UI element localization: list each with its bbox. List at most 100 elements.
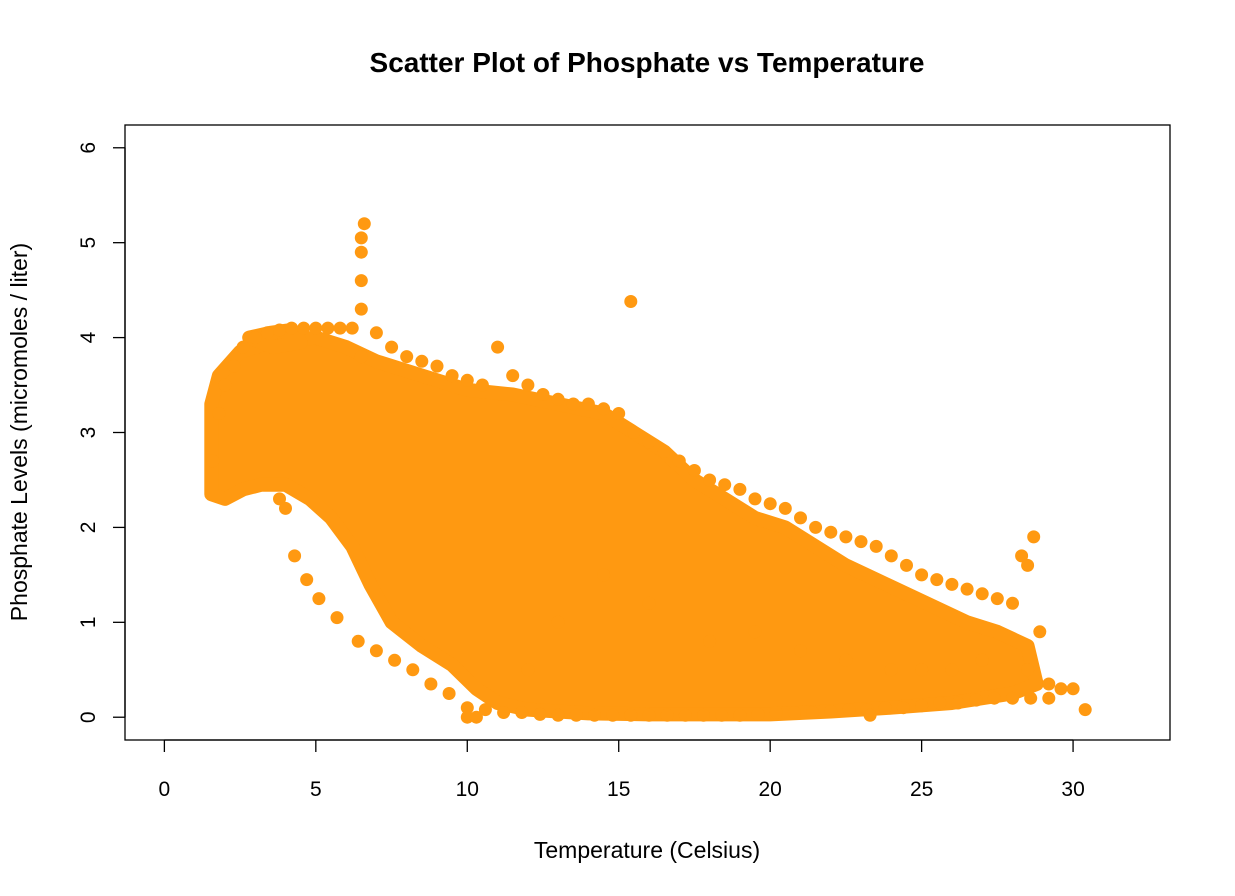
data-point — [478, 703, 492, 717]
y-axis: 0 1 2 3 4 5 6 — [77, 142, 126, 723]
data-point — [300, 573, 314, 587]
data-point — [687, 464, 701, 477]
data-point — [839, 653, 853, 667]
data-point — [718, 478, 732, 492]
data-point — [1024, 691, 1038, 705]
data-point — [1021, 558, 1035, 572]
data-point — [475, 378, 489, 392]
y-tick-label: 3 — [77, 427, 100, 439]
data-point — [330, 611, 344, 625]
data-point — [806, 706, 820, 719]
data-point — [248, 331, 262, 345]
x-tick-label: 10 — [456, 778, 479, 801]
y-tick-label: 2 — [77, 522, 100, 534]
data-point — [778, 501, 792, 515]
data-point — [697, 708, 710, 722]
data-point — [975, 587, 989, 601]
data-point — [1042, 677, 1056, 691]
data-point — [809, 520, 823, 534]
data-point — [787, 706, 801, 719]
data-point — [969, 693, 983, 707]
data-point — [624, 708, 638, 722]
data-point — [354, 302, 368, 316]
data-point — [357, 217, 371, 231]
data-point — [551, 615, 565, 629]
data-point — [1015, 549, 1029, 563]
data-point — [824, 705, 838, 718]
data-point — [388, 653, 402, 667]
data-point — [321, 321, 335, 335]
data-point — [763, 497, 777, 511]
x-axis: 0 5 10 15 20 25 30 — [159, 739, 1085, 801]
data-point — [751, 707, 765, 721]
main-point-cloud — [204, 330, 1044, 722]
data-point — [297, 321, 311, 335]
data-point — [288, 549, 302, 563]
data-point — [945, 663, 959, 677]
data-point — [987, 691, 1001, 705]
data-point — [588, 708, 601, 722]
data-point — [445, 369, 459, 383]
data-point — [469, 710, 483, 724]
data-point — [515, 706, 529, 719]
data-point — [839, 530, 853, 544]
data-point — [460, 373, 474, 387]
data-point — [385, 340, 399, 354]
x-axis-title: Temperature (Celsius) — [534, 837, 760, 863]
data-point — [945, 577, 959, 591]
data-point — [933, 696, 947, 710]
data-point — [551, 708, 565, 722]
data-point — [975, 653, 989, 667]
data-point — [863, 708, 877, 722]
data-point — [1066, 682, 1080, 696]
data-point — [1042, 691, 1056, 705]
data-point — [442, 687, 456, 700]
data-point — [430, 359, 444, 373]
data-point — [703, 473, 717, 487]
data-point — [915, 699, 929, 713]
y-axis-title: Phosphate Levels (micromoles / liter) — [6, 243, 32, 621]
data-point — [597, 568, 611, 582]
data-point — [900, 558, 913, 572]
data-point — [236, 340, 250, 354]
data-point — [642, 435, 656, 449]
data-point — [369, 644, 383, 658]
data-point — [460, 710, 474, 724]
data-point — [1021, 663, 1035, 677]
data-point — [212, 407, 226, 420]
x-tick-label: 0 — [159, 778, 171, 801]
data-point — [400, 350, 414, 364]
x-tick-label: 25 — [910, 778, 933, 801]
data-point — [597, 402, 611, 416]
data-point — [884, 663, 898, 677]
x-tick-label: 5 — [310, 778, 322, 801]
data-point — [533, 707, 547, 721]
data-point — [660, 708, 674, 722]
data-point — [642, 596, 656, 610]
data-point — [1054, 682, 1068, 696]
data-point — [406, 663, 420, 677]
data-point — [227, 359, 241, 373]
data-point — [672, 454, 686, 468]
data-point — [206, 454, 220, 468]
data-point — [794, 644, 807, 658]
data-point — [606, 708, 620, 722]
data-point — [1006, 691, 1019, 705]
x-tick-label: 30 — [1061, 778, 1084, 801]
data-point — [824, 525, 838, 539]
chart-title: Scatter Plot of Phosphate vs Temperature — [370, 47, 925, 78]
y-tick-label: 4 — [77, 331, 100, 343]
data-point — [869, 539, 883, 553]
data-point — [1006, 596, 1019, 610]
data-point — [612, 407, 626, 420]
points-layer — [206, 217, 1092, 724]
data-point — [624, 295, 638, 308]
data-point — [733, 482, 747, 496]
data-point — [1033, 625, 1047, 639]
data-point — [506, 369, 520, 383]
data-point — [460, 701, 474, 715]
data-point — [309, 321, 323, 335]
data-point — [703, 634, 717, 648]
data-point — [424, 677, 438, 691]
data-point — [521, 378, 535, 392]
